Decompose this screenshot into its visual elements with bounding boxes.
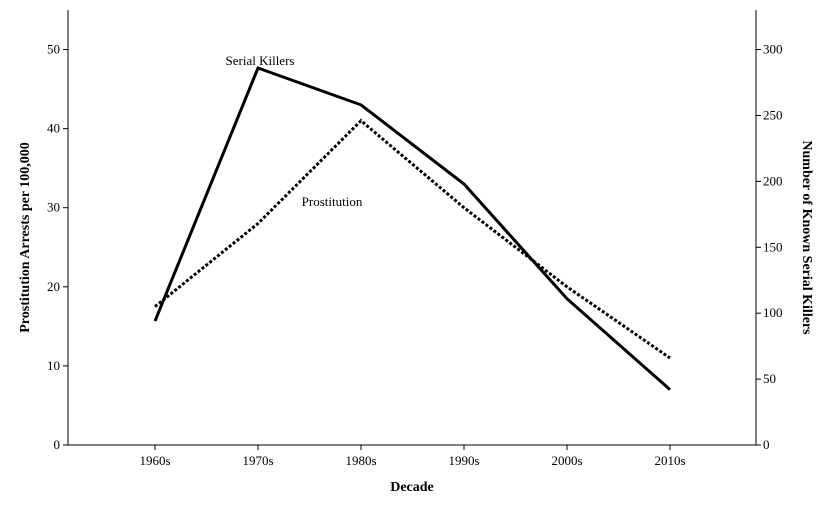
- serial-killers-series-label: Serial Killers: [226, 53, 295, 68]
- right-tick-label: 0: [763, 437, 770, 452]
- right-y-axis-ticks: 0 50 100 150 200 250 300: [756, 42, 783, 452]
- right-y-axis-title: Number of Known Serial Killers: [799, 140, 814, 335]
- x-tick-label: 1990s: [448, 453, 479, 468]
- plot-frame: [67, 10, 757, 446]
- left-tick-label: 30: [47, 200, 60, 215]
- left-tick-label: 10: [47, 358, 60, 373]
- right-tick-label: 150: [763, 239, 783, 254]
- series-layer: [153, 66, 671, 391]
- left-tick-label: 50: [47, 42, 60, 57]
- right-tick-label: 50: [763, 371, 776, 386]
- left-tick-label: 0: [54, 437, 61, 452]
- right-tick-label: 300: [763, 42, 783, 57]
- right-tick-label: 200: [763, 173, 783, 188]
- prostitution-line: [154, 118, 671, 360]
- left-tick-label: 40: [47, 121, 60, 136]
- serial-killers-line: [153, 66, 671, 391]
- x-tick-label: 2000s: [551, 453, 582, 468]
- x-axis-title: Decade: [390, 480, 434, 495]
- x-axis-ticks: 1960s 1970s 1980s 1990s 2000s 2010s: [139, 445, 686, 468]
- right-tick-label: 100: [763, 305, 783, 320]
- x-tick-label: 1980s: [345, 453, 376, 468]
- x-tick-label: 1960s: [139, 453, 170, 468]
- prostitution-series-label: Prostitution: [302, 194, 363, 209]
- x-tick-label: 1970s: [242, 453, 273, 468]
- left-y-axis-ticks: 0 10 20 30 40 50: [47, 42, 68, 452]
- right-tick-label: 250: [763, 107, 783, 122]
- left-tick-label: 20: [47, 279, 60, 294]
- left-y-axis-title: Prostitution Arrests per 100,000: [18, 142, 33, 333]
- x-tick-label: 2010s: [654, 453, 685, 468]
